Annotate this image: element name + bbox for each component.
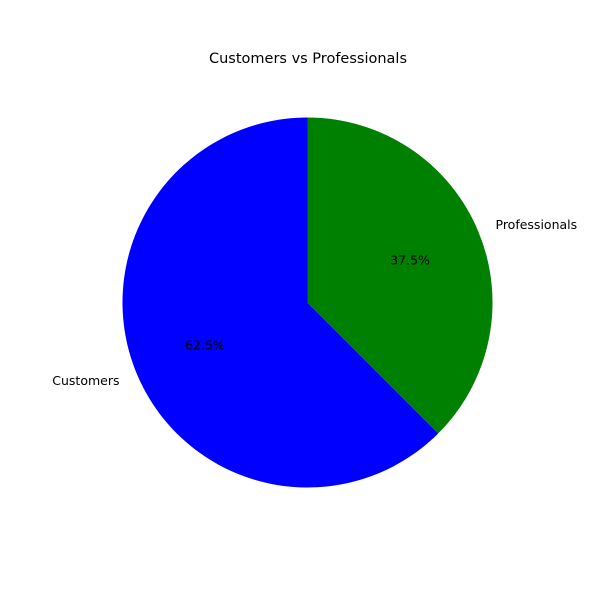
- pct-label-professionals: 37.5%: [390, 253, 430, 268]
- slice-label-customers: Customers: [52, 373, 119, 388]
- pct-label-customers: 62.5%: [185, 337, 225, 352]
- pie-slice-professionals: [307, 117, 493, 434]
- chart-title: Customers vs Professionals: [209, 51, 407, 67]
- pie-labels: Customers 62.5% Professionals 37.5%: [52, 217, 577, 388]
- pie-slices: [122, 117, 493, 488]
- slice-label-professionals: Professionals: [496, 217, 578, 232]
- pie-slice-customers: [122, 117, 439, 488]
